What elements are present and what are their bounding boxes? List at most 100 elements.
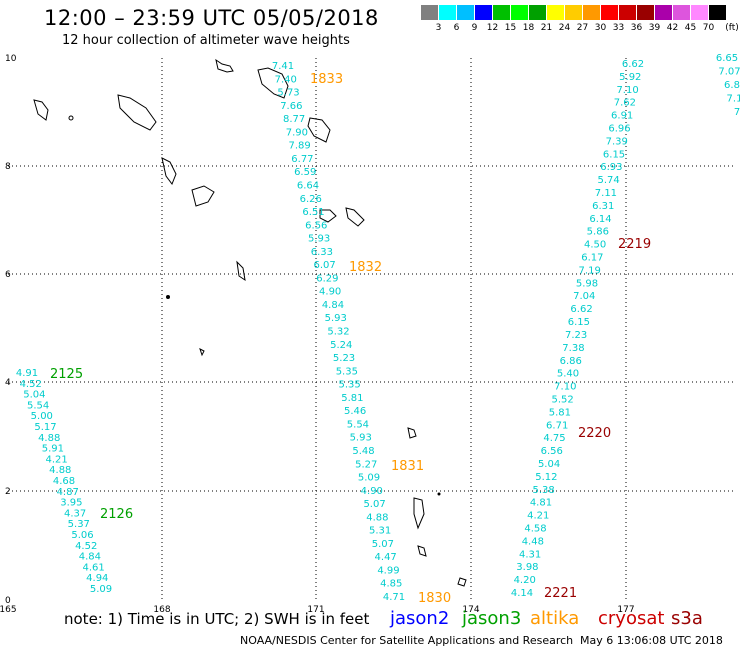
track-value: 5.27	[355, 459, 377, 470]
track-value: 4.21	[45, 454, 67, 465]
track-value: 5.92	[619, 72, 641, 83]
track-value: 3.95	[60, 498, 82, 509]
track-value: 5.23	[333, 353, 355, 364]
island-outline	[215, 58, 234, 73]
island-outline	[257, 67, 289, 99]
track-value: 4.88	[49, 465, 71, 476]
island-outline	[236, 260, 246, 282]
scale-unit: (ft)	[725, 23, 739, 33]
scale-label: 21	[540, 23, 553, 33]
track-value: 4.20	[514, 575, 536, 586]
track-value: 5.81	[549, 407, 571, 418]
track-value: 6.96	[608, 124, 630, 135]
scale-label: 9	[471, 23, 478, 33]
map-title: 12:00 – 23:59 UTC 05/05/2018	[44, 6, 379, 30]
track-value: 4.48	[522, 536, 544, 547]
track-value: 4.52	[20, 379, 42, 390]
track-value: 5.48	[352, 446, 374, 457]
track-time-label: 2221	[544, 586, 577, 601]
track-value: 7.40	[275, 74, 297, 85]
scale-label: 42	[666, 23, 679, 33]
legend-altika: altika	[530, 608, 580, 629]
track-value: 4.71	[383, 592, 405, 603]
track-value: 4.14	[511, 588, 533, 599]
track-value: 5.17	[34, 422, 56, 433]
island-outline	[191, 185, 215, 207]
scale-swatch	[619, 5, 636, 20]
track-value: 5.91	[42, 444, 64, 455]
island-outline	[117, 94, 157, 131]
track-value: 7.89	[289, 141, 311, 152]
track-value: 4.61	[82, 562, 104, 573]
track-value: 4.91	[16, 368, 38, 379]
track-value: 7.07	[718, 67, 740, 78]
legend-jason3: jason3	[462, 608, 522, 629]
track-value: 5.35	[338, 380, 360, 391]
track-value: 7.10	[616, 85, 638, 96]
scale-label: 45	[684, 23, 697, 33]
track-value: 6.93	[600, 162, 622, 173]
track-value: 6.07	[313, 260, 335, 271]
track-value: 5.09	[358, 473, 380, 484]
track-value: 5.73	[277, 88, 299, 99]
track-value: 4.90	[361, 486, 383, 497]
track-value: 5.35	[336, 366, 358, 377]
scale-label: 15	[504, 23, 517, 33]
y-tick-label: 2	[5, 487, 11, 497]
scale-swatch	[529, 5, 546, 20]
axis-ticks: 165 168 171 174 177 0 2 4 6 8 10	[0, 54, 635, 615]
track-value: 5.74	[598, 175, 620, 186]
scale-label: 18	[522, 23, 535, 33]
wave-height-tracks: 7.41 7.40 5.73 7.66 8.77 7.90 7.89 6.77 6.59 6.64…	[16, 53, 740, 606]
track-value: 5.07	[372, 539, 394, 550]
scale-label: 24	[558, 23, 571, 33]
track-value: 5.00	[31, 411, 53, 422]
scale-label: 39	[648, 23, 661, 33]
track-value: 6.33	[311, 247, 333, 258]
island-outline	[33, 99, 49, 121]
track-value: 4.90	[319, 287, 341, 298]
scale-swatch	[457, 5, 474, 20]
scale-swatch	[439, 5, 456, 20]
island-outline	[307, 117, 331, 143]
track-value: 4.84	[322, 300, 344, 311]
track-value: 6.14	[589, 214, 611, 225]
scale-swatch	[601, 5, 618, 20]
track-value: 5.07	[363, 499, 385, 510]
x-tick-label: 174	[462, 605, 479, 615]
map-subtitle: 12 hour collection of altimeter wave hei…	[62, 33, 350, 48]
scale-label: 30	[594, 23, 607, 33]
scale-label: 12	[486, 23, 499, 33]
track-value: 5.93	[308, 234, 330, 245]
track-value: 6.8	[724, 80, 740, 91]
track-value: 7	[734, 107, 740, 118]
y-tick-label: 0	[5, 596, 11, 606]
track-value: 7.62	[614, 98, 636, 109]
track-value: 4.68	[53, 476, 75, 487]
island-outline	[68, 115, 74, 121]
scale-label: 70	[702, 23, 715, 33]
scale-label: 27	[576, 23, 589, 33]
scale-swatch	[583, 5, 600, 20]
scale-swatch	[475, 5, 492, 20]
note-text: note: 1) Time is in UTC; 2) SWH is in fe…	[64, 610, 370, 628]
track-value: 4.84	[79, 552, 101, 563]
track-value: 7.41	[272, 61, 294, 72]
track-value: 6.56	[305, 220, 327, 231]
scale-swatch	[673, 5, 690, 20]
footer-credit: NOAA/NESDIS Center for Satellite Applica…	[240, 634, 574, 647]
y-tick-label: 8	[5, 162, 11, 172]
track-value: 5.93	[325, 313, 347, 324]
y-tick-label: 6	[5, 270, 11, 280]
track-value: 4.37	[64, 508, 86, 519]
track-value: 6.29	[316, 273, 338, 284]
scale-label: 36	[630, 23, 643, 33]
track-time-label: 2220	[578, 426, 611, 441]
scale-label: 33	[612, 23, 625, 33]
y-tick-label: 10	[5, 54, 17, 64]
track-time-label: 1833	[310, 72, 343, 87]
scale-swatch	[421, 5, 438, 20]
track-value: 6.64	[297, 180, 319, 191]
track-value: 7.39	[606, 136, 628, 147]
